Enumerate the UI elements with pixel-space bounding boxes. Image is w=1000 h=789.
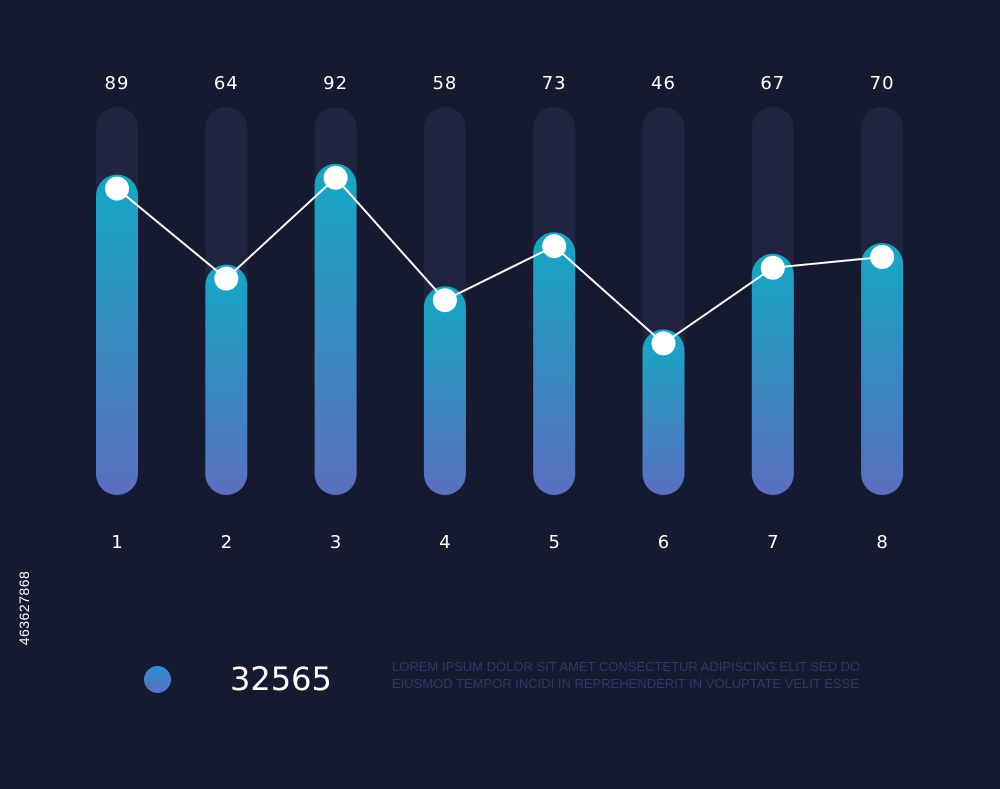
summary-value: 32565 — [230, 660, 332, 698]
data-point — [870, 245, 895, 269]
series-polyline — [116, 176, 883, 345]
data-point — [432, 288, 457, 313]
data-point — [651, 331, 676, 356]
value-label: 64 — [213, 73, 239, 94]
bar — [205, 264, 248, 495]
category-label: 3 — [329, 532, 342, 553]
bar — [642, 329, 685, 495]
value-label: 58 — [432, 73, 458, 94]
value-label: 73 — [541, 73, 567, 94]
data-point — [214, 266, 239, 291]
bar — [314, 163, 357, 496]
bars — [96, 163, 904, 496]
value-label: 70 — [869, 73, 895, 94]
bar — [533, 232, 576, 495]
series-points — [105, 165, 895, 356]
category-label: 4 — [439, 532, 451, 553]
value-label: 89 — [104, 73, 130, 94]
category-label: 7 — [767, 532, 779, 553]
legend-dot — [144, 666, 171, 693]
category-label: 6 — [657, 532, 670, 553]
series-line — [116, 176, 883, 345]
category-label: 1 — [111, 532, 123, 553]
value-label: 46 — [651, 73, 676, 94]
bar — [423, 286, 466, 495]
category-label: 2 — [220, 532, 233, 553]
value-label: 67 — [760, 73, 786, 94]
data-point — [323, 165, 348, 190]
category-label: 8 — [876, 532, 888, 553]
category-label: 5 — [548, 532, 560, 553]
data-point — [542, 234, 567, 259]
value-label: 92 — [323, 73, 349, 94]
data-point — [760, 255, 785, 280]
data-point — [105, 176, 129, 201]
description-text: Lorem ipsum dolor sit amet consectetur a… — [392, 659, 861, 691]
bar — [751, 253, 794, 495]
stock-id-text: 463627868 — [16, 570, 32, 646]
bar — [96, 174, 138, 495]
bar — [861, 243, 904, 495]
